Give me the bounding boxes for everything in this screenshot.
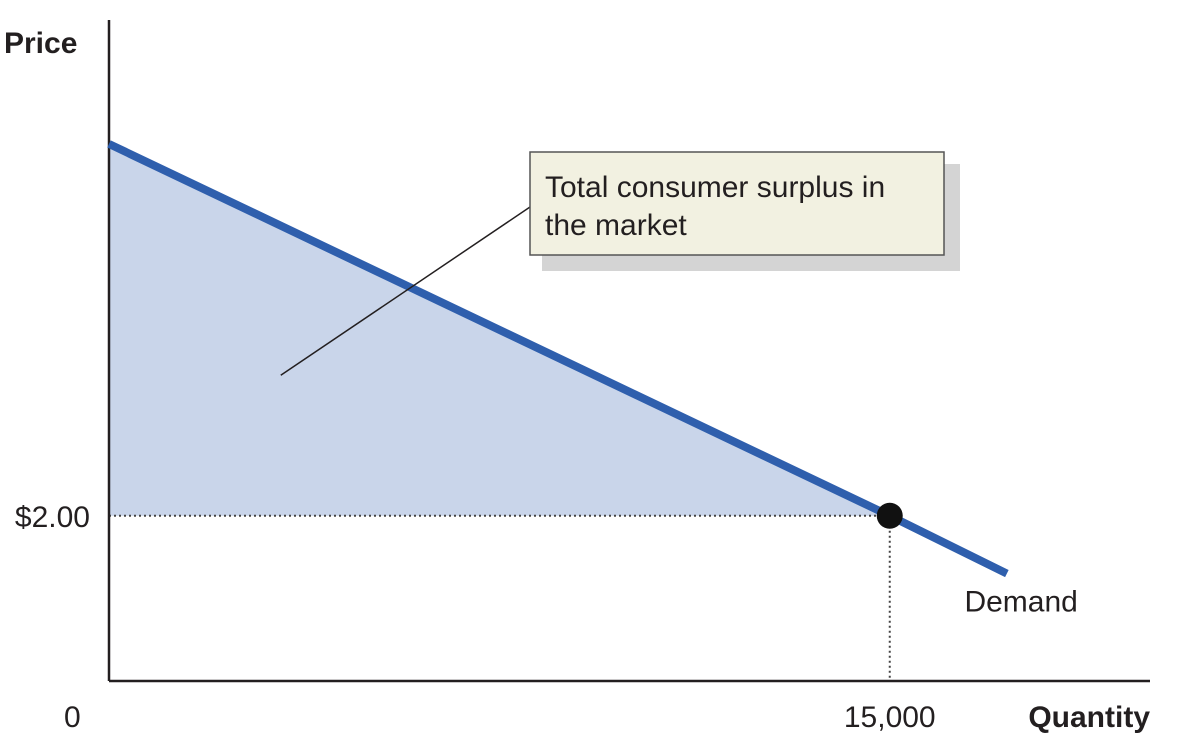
y-tick-label: $2.00	[15, 501, 90, 534]
x-axis-title: Quantity	[1028, 701, 1150, 734]
y-axis-title: Price	[4, 27, 77, 60]
equilibrium-point	[876, 502, 903, 529]
callout-leader-line	[280, 206, 531, 376]
callout-text-line-2: the market	[545, 209, 687, 242]
callout-box	[529, 151, 945, 256]
demand-label: Demand	[964, 586, 1077, 619]
callout-text-line-1: Total consumer surplus in	[545, 171, 885, 204]
origin-label: 0	[64, 701, 81, 734]
x-tick-label: 15,000	[844, 701, 936, 734]
